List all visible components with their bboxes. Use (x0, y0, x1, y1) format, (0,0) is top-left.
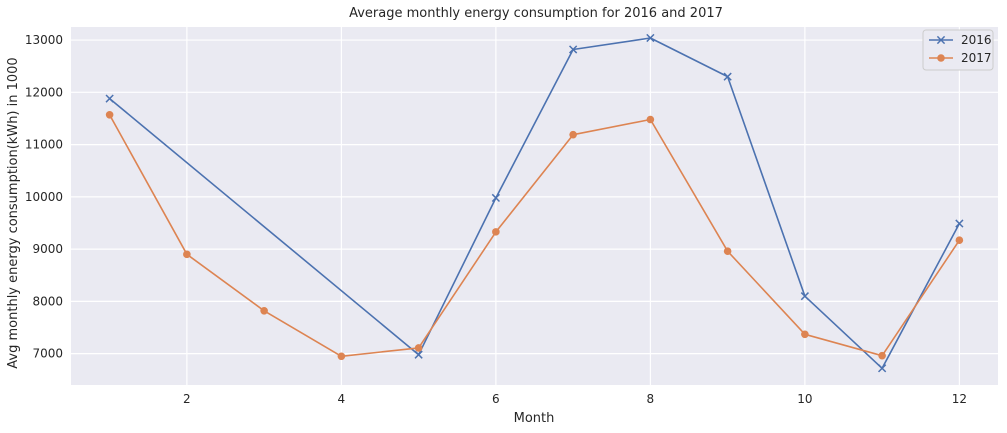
legend-marker-2017 (937, 54, 945, 62)
x-axis-label: Month (514, 411, 555, 426)
data-point-2016 (105, 94, 114, 103)
data-point-2017 (183, 250, 191, 259)
x-tick-label: 10 (797, 392, 812, 406)
series-2016 (105, 33, 964, 373)
data-point-2017 (569, 130, 577, 139)
data-point-2016 (800, 292, 810, 301)
legend-entry-2016: 2016 (929, 33, 992, 47)
plot-area (71, 27, 998, 385)
data-point-2016 (877, 364, 887, 373)
legend-label-2016: 2016 (961, 33, 992, 47)
data-point-2017 (105, 111, 114, 119)
data-point-2017 (414, 344, 423, 352)
data-point-2016 (646, 33, 655, 43)
series-2017 (105, 111, 964, 361)
y-tick-label: 13000 (25, 33, 63, 47)
data-point-2017 (646, 115, 655, 124)
legend-marker-2017 (937, 54, 945, 62)
data-point-2017 (260, 306, 268, 315)
y-tick-label: 10000 (25, 190, 63, 204)
y-tick-label: 8000 (32, 294, 63, 308)
y-axis-label: Avg monthly energy consumption(kWh) in 1… (6, 57, 21, 368)
x-tick-label: 6 (492, 392, 500, 406)
data-point-2017 (723, 247, 732, 256)
legend-entry-2017: 2017 (929, 51, 992, 65)
y-tick-label: 7000 (32, 347, 63, 361)
chart-title: Average monthly energy consumption for 2… (349, 6, 723, 21)
legend-marker-2016 (936, 35, 946, 45)
legend-marker-2016 (936, 35, 946, 45)
data-point-2017 (801, 330, 809, 339)
grid (71, 27, 998, 385)
y-tick-label: 12000 (25, 85, 63, 99)
legend: 2016 2017 (922, 29, 994, 71)
data-point-2016 (414, 350, 423, 359)
data-point-2017 (492, 228, 500, 236)
y-tick-label: 11000 (25, 138, 63, 152)
data-point-2017 (878, 351, 886, 360)
x-tick-label: 2 (183, 392, 191, 406)
series-line-2017 (108, 114, 961, 358)
y-tick-label: 9000 (32, 242, 63, 256)
data-point-2016 (568, 45, 578, 54)
data-point-2016 (723, 72, 732, 81)
data-point-2017 (337, 352, 346, 361)
data-point-2016 (955, 219, 964, 228)
data-point-2017 (955, 236, 964, 245)
x-tick-label: 8 (647, 392, 655, 406)
legend-label-2017: 2017 (961, 51, 992, 65)
x-tick-label: 12 (952, 392, 967, 406)
series-layer (105, 33, 964, 373)
data-point-2016 (491, 193, 501, 203)
x-tick-label: 4 (338, 392, 346, 406)
ticks: 2 4 6 8 10 12 7000 8000 9000 10000 11000 12000 13000 (25, 33, 967, 406)
